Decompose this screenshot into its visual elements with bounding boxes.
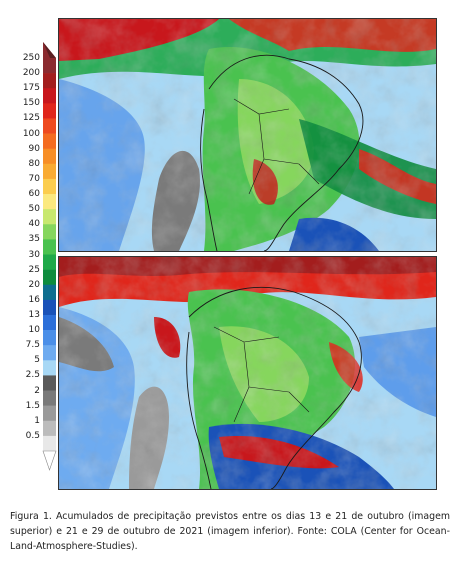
map-bottom <box>58 256 437 490</box>
colorbar-swatch <box>43 118 56 134</box>
colorbar-swatch <box>43 345 56 361</box>
colorbar-label: 50 <box>28 204 40 215</box>
colorbar-label: 100 <box>22 128 40 139</box>
coastline <box>186 286 362 489</box>
colorbar-swatch <box>43 375 56 391</box>
colorbar-swatch <box>43 314 56 331</box>
colorbar-label: 20 <box>28 279 40 290</box>
map-bottom-svg <box>59 257 436 489</box>
colorbar-label: 150 <box>22 98 40 109</box>
figure-caption: Figura 1. Acumulados de precipitação pre… <box>10 511 450 552</box>
country-borders <box>213 326 310 423</box>
colorbar-label: 0.5 <box>25 430 40 441</box>
colorbar-swatch <box>43 405 56 422</box>
map-top <box>58 18 437 252</box>
colorbar-label: 80 <box>28 158 40 169</box>
precipitation-colorbar: 250 200 175 150 125 100 90 80 70 60 50 40 35 30 25 20 16… <box>6 42 58 472</box>
colorbar-swatch <box>43 58 56 74</box>
colorbar-swatch <box>43 360 56 376</box>
colorbar-label: 25 <box>28 264 40 275</box>
colorbar-label: 16 <box>28 294 40 305</box>
map-top-svg <box>59 19 436 251</box>
colorbar-swatch <box>43 284 56 301</box>
colorbar-swatch <box>43 435 56 452</box>
colorbar-swatch <box>43 239 56 255</box>
colorbar-swatch <box>43 103 56 119</box>
colorbar-label: 35 <box>28 234 40 245</box>
texture-overlay <box>59 19 436 251</box>
colorbar-label: 250 <box>22 53 40 63</box>
colorbar-label: 200 <box>22 68 40 79</box>
colorbar-swatch <box>43 163 56 180</box>
colorbar-label: 70 <box>28 173 40 184</box>
colorbar-label: 1 <box>34 415 40 426</box>
colorbar-swatch <box>43 299 56 316</box>
colorbar-label: 40 <box>28 219 40 230</box>
colorbar-label: 1.5 <box>25 400 40 411</box>
colorbar-swatch <box>43 224 56 240</box>
colorbar-swatch <box>43 254 56 270</box>
colorbar-swatch <box>43 330 56 346</box>
colorbar-label: 2.5 <box>25 370 40 381</box>
colorbar-label: 13 <box>28 309 40 320</box>
colorbar-top-arrow-shade <box>43 42 56 58</box>
colorbar-swatch <box>43 269 56 286</box>
colorbar-label: 10 <box>28 325 40 336</box>
colorbar-swatch <box>43 148 56 165</box>
colorbar-swatch <box>43 88 56 104</box>
colorbar-label: 90 <box>28 143 40 154</box>
colorbar-label: 5 <box>34 355 40 366</box>
colorbar-swatch <box>43 194 56 210</box>
colorbar-bottom-arrow <box>42 450 57 471</box>
colorbar-swatch <box>43 420 56 437</box>
country-borders <box>233 98 320 195</box>
colorbar-swatch <box>43 209 56 225</box>
colorbar-label: 7.5 <box>25 340 40 351</box>
colorbar-swatch <box>43 133 56 149</box>
colorbar-label: 125 <box>22 113 40 124</box>
colorbar-swatch <box>43 178 56 195</box>
colorbar-label: 2 <box>34 385 40 396</box>
colorbar-label: 175 <box>22 83 40 94</box>
colorbar-swatch <box>43 390 56 406</box>
colorbar-swatch <box>43 73 56 89</box>
coastline <box>200 54 364 251</box>
colorbar-svg <box>42 42 57 471</box>
colorbar-label: 30 <box>28 249 40 260</box>
colorbar-label: 60 <box>28 189 40 200</box>
colorbar-swatches <box>43 58 56 452</box>
